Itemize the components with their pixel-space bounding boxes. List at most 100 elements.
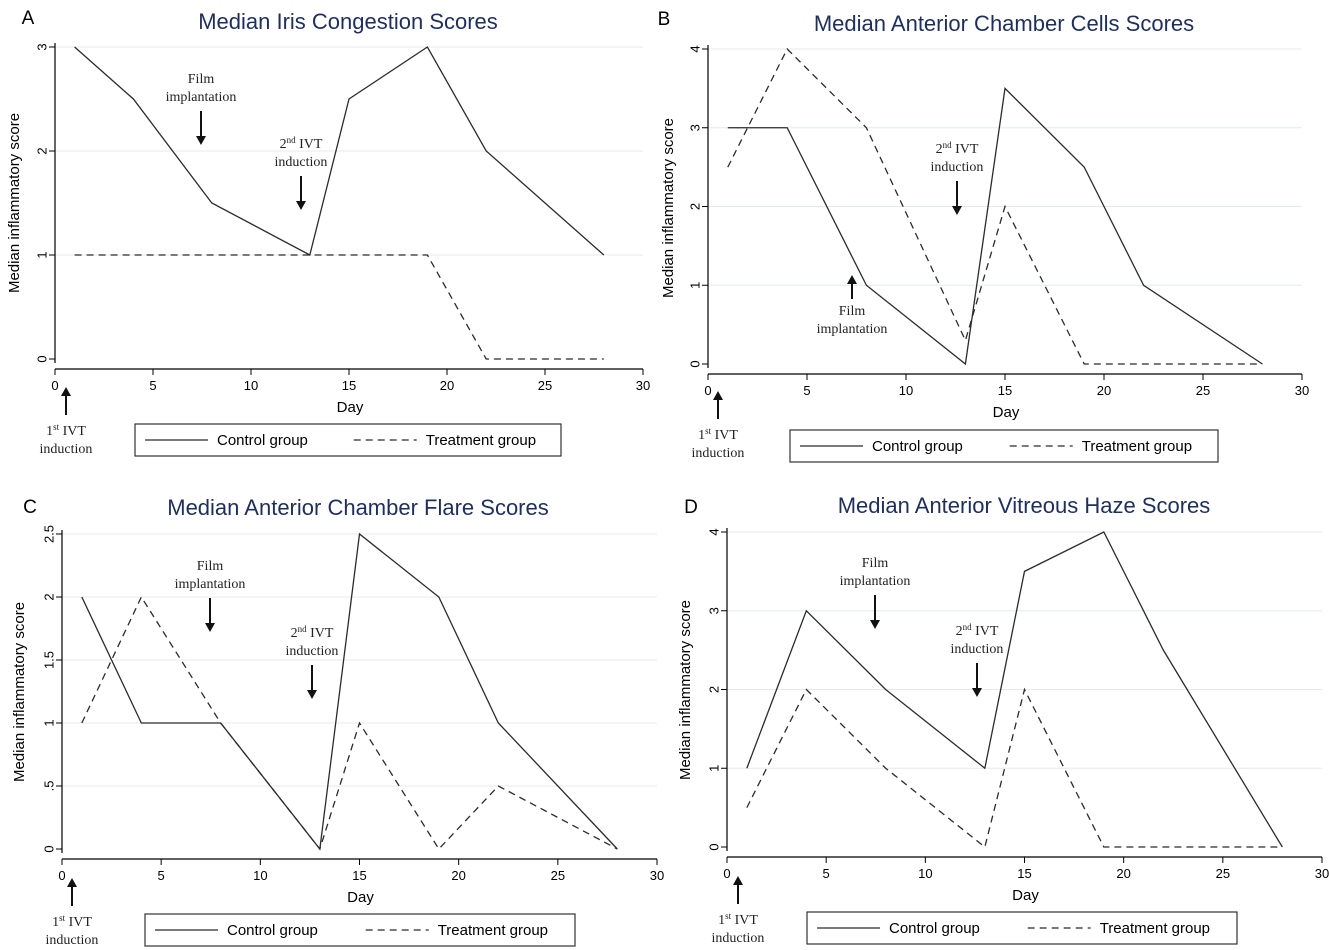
y-tick-label: 3 [687, 124, 702, 131]
up-arrowhead-icon [61, 387, 71, 396]
legend: Control group Treatment group [144, 913, 576, 947]
x-axis-label: Day [993, 404, 1020, 421]
panel-letter: C [23, 497, 37, 518]
legend-label: Treatment group [1100, 920, 1210, 937]
control-series-line [74, 46, 605, 256]
y-tick-label: 1 [34, 251, 49, 258]
down-arrowhead-icon [952, 206, 962, 215]
y-axis-label: Median inflammatory score [660, 118, 677, 298]
annotation-text: 1st IVT [46, 422, 86, 439]
x-tick-label: 25 [551, 868, 565, 883]
y-tick-label: 3 [34, 43, 49, 50]
annotation-text: induction [286, 644, 339, 659]
x-tick-label: 30 [636, 378, 650, 393]
annotation: 1st IVT induction [712, 876, 764, 946]
x-tick-label: 10 [918, 866, 932, 881]
y-tick-label: 2 [41, 593, 56, 600]
annotation-text: induction [46, 933, 99, 948]
y-tick-label: 1 [706, 765, 721, 772]
x-tick-label: 0 [51, 378, 58, 393]
chart-title: Median Anterior Chamber Cells Scores [814, 11, 1194, 36]
y-tick-label: 1 [41, 719, 56, 726]
y-tick-label: 1 [687, 282, 702, 289]
x-tick-label: 30 [650, 868, 664, 883]
down-arrowhead-icon [205, 623, 215, 632]
annotation-text: 2nd IVT [936, 140, 979, 157]
up-arrowhead-icon [713, 391, 723, 400]
annotation-text: induction [40, 442, 93, 457]
down-arrowhead-icon [307, 690, 317, 699]
annotation: Film implantation [840, 556, 910, 629]
control-series-line [746, 531, 1283, 848]
annotation-text: implantation [166, 90, 237, 105]
x-tick-label: 20 [1116, 866, 1130, 881]
x-tick-label: 20 [440, 378, 454, 393]
y-axis-label: Median inflammatory score [6, 113, 23, 293]
x-tick-label: 0 [723, 866, 730, 881]
down-arrowhead-icon [296, 201, 306, 210]
y-tick-label: 2.5 [41, 525, 56, 543]
y-tick-label: 2 [34, 147, 49, 154]
x-tick-label: 10 [244, 378, 258, 393]
x-tick-label: 5 [149, 378, 156, 393]
annotation-text: 2nd IVT [280, 135, 323, 152]
x-tick-label: 30 [1295, 383, 1309, 398]
annotation: 1st IVT induction [46, 878, 99, 948]
annotation: 2nd IVT induction [275, 135, 328, 210]
y-tick-label: 1.5 [41, 651, 56, 669]
treatment-series-line [74, 254, 604, 360]
x-tick-label: 15 [352, 868, 366, 883]
annotation: 1st IVT induction [692, 391, 745, 461]
annotation: Film implantation [166, 72, 237, 145]
legend-label: Control group [217, 432, 308, 449]
down-arrowhead-icon [870, 620, 880, 629]
annotation-text: induction [692, 446, 745, 461]
legend: Control group Treatment group [134, 423, 562, 457]
x-tick-label: 20 [451, 868, 465, 883]
x-tick-label: 0 [58, 868, 65, 883]
panel-letter: B [658, 9, 671, 30]
x-tick-label: 15 [1017, 866, 1031, 881]
x-tick-label: 25 [1216, 866, 1230, 881]
chart-title: Median Anterior Vitreous Haze Scores [838, 493, 1211, 518]
annotation-text: induction [275, 155, 328, 170]
y-tick-label: 3 [706, 607, 721, 614]
annotation-text: 2nd IVT [956, 622, 999, 639]
y-tick-label: 0 [687, 360, 702, 367]
x-tick-label: 10 [253, 868, 267, 883]
x-tick-label: 15 [342, 378, 356, 393]
annotation-text: induction [951, 642, 1004, 657]
y-tick-label: 0 [34, 355, 49, 362]
y-tick-label: 0 [706, 843, 721, 850]
annotation-text: Film [839, 304, 866, 319]
down-arrowhead-icon [196, 136, 206, 145]
y-tick-label: 2 [687, 203, 702, 210]
x-tick-label: 0 [704, 383, 711, 398]
x-tick-label: 15 [998, 383, 1012, 398]
y-tick-label: .5 [41, 781, 56, 792]
x-tick-label: 5 [158, 868, 165, 883]
x-tick-label: 25 [538, 378, 552, 393]
annotation-text: Film [188, 72, 215, 87]
x-axis-label: Day [347, 889, 374, 906]
up-arrowhead-icon [67, 878, 77, 887]
annotation-text: Film [862, 556, 889, 571]
annotation: Film implantation [817, 275, 887, 337]
annotation: 2nd IVT induction [931, 140, 983, 215]
x-tick-label: 20 [1097, 383, 1111, 398]
x-tick-label: 25 [1196, 383, 1210, 398]
annotation-text: 1st IVT [52, 913, 92, 930]
chart-panel-d: D Median Anterior Vitreous Haze Scores 0 1 2… [677, 493, 1329, 946]
x-tick-label: 5 [823, 866, 830, 881]
legend: Control group Treatment group [806, 911, 1238, 945]
y-tick-label: 4 [706, 528, 721, 535]
control-series-line [81, 532, 618, 851]
chart-panel-c: C Median Anterior Chamber Flare Scores 0 .5… [11, 495, 664, 948]
treatment-series-line [727, 47, 1263, 365]
annotation-text: Film [197, 559, 224, 574]
annotation: 2nd IVT induction [951, 622, 1004, 697]
annotation: 2nd IVT induction [286, 624, 339, 699]
legend-label: Control group [872, 438, 963, 455]
